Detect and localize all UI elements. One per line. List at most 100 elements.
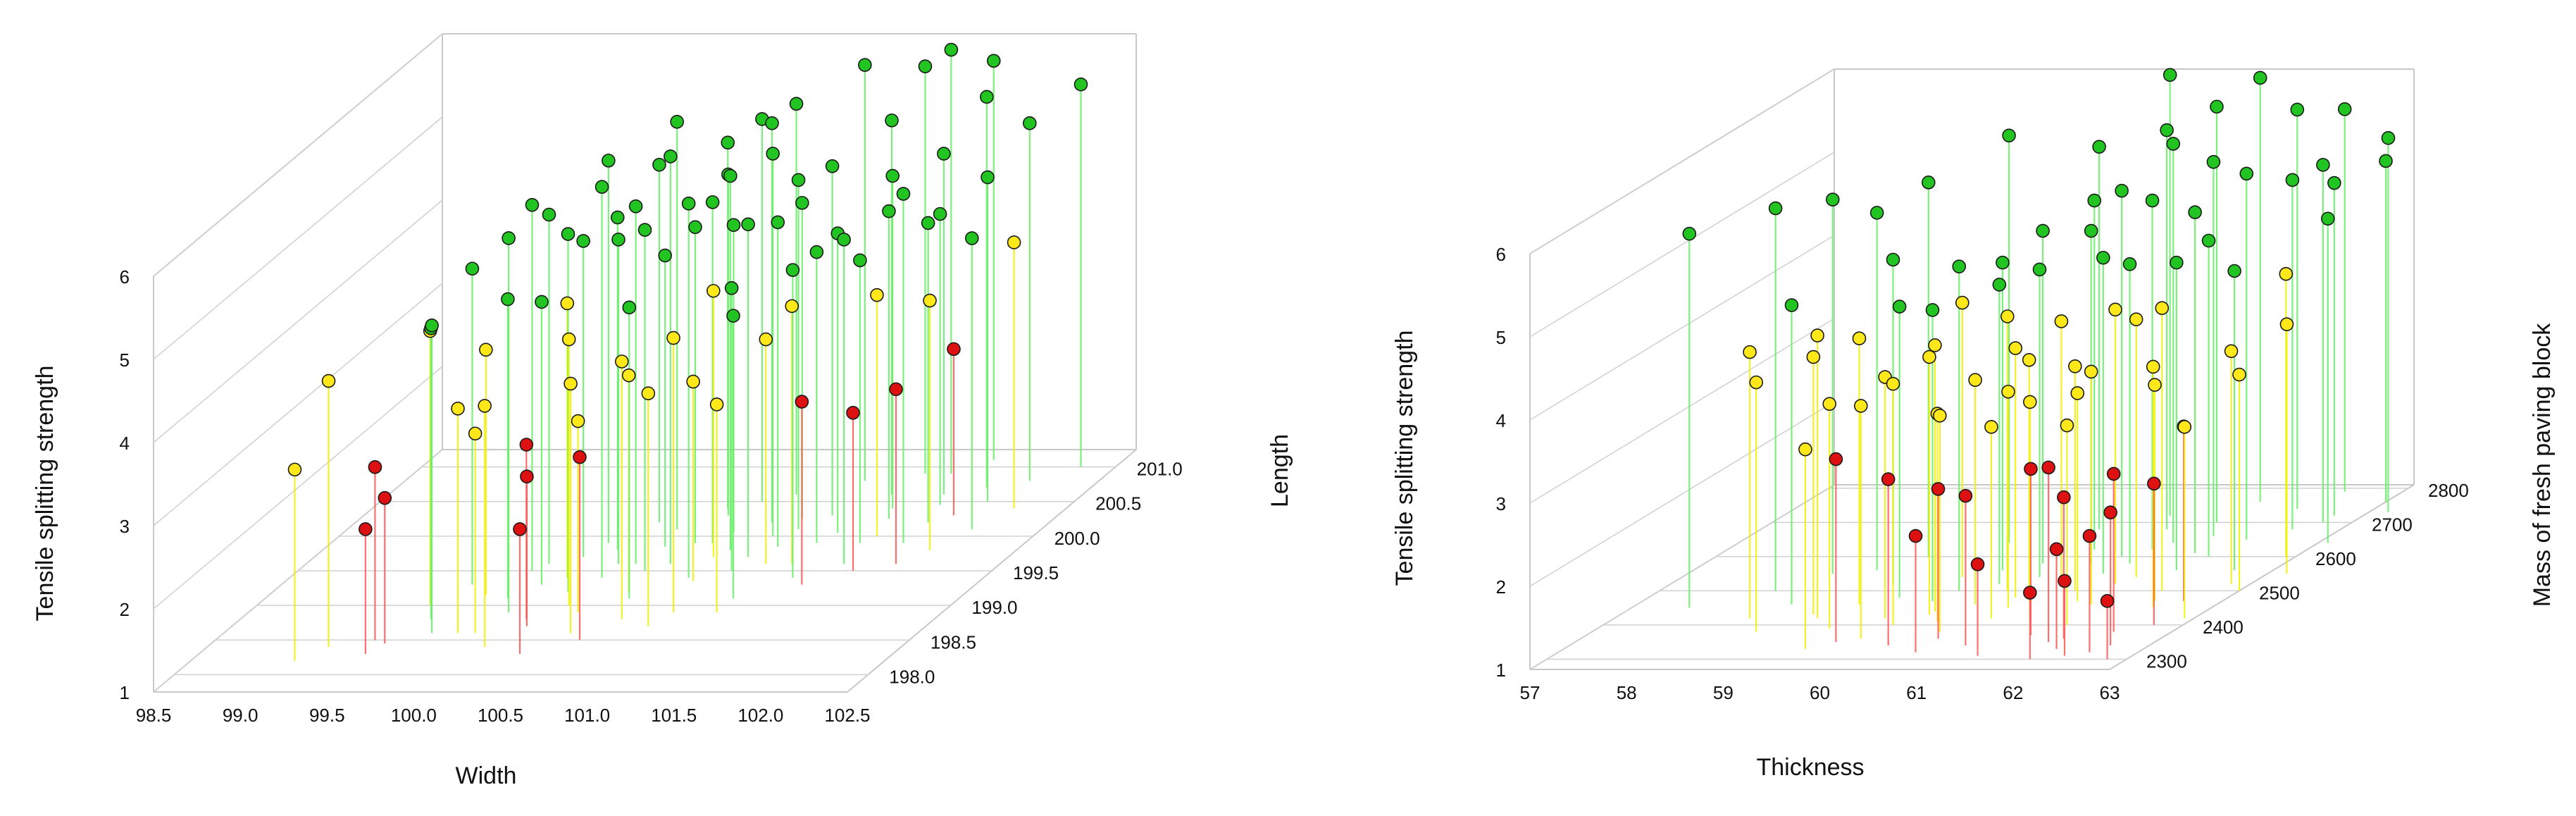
y-tick-label: 2800 bbox=[2428, 480, 2469, 501]
data-point bbox=[1925, 303, 1940, 317]
chart-2-z-ticks: 1 2 3 4 5 6 bbox=[1496, 244, 1506, 681]
data-point bbox=[785, 299, 799, 314]
data-point bbox=[809, 245, 824, 259]
side-grid-line bbox=[153, 116, 443, 360]
data-point bbox=[1852, 331, 1867, 346]
z-tick-label: 2 bbox=[1496, 576, 1506, 598]
data-point bbox=[766, 147, 780, 161]
data-point bbox=[2002, 128, 2016, 143]
x-tick-label: 60 bbox=[1810, 682, 1830, 703]
data-point bbox=[2106, 466, 2121, 481]
y-tick-label: 199.0 bbox=[971, 597, 1017, 618]
data-point bbox=[2082, 528, 2097, 543]
x-tick-label: 102.5 bbox=[824, 705, 870, 726]
data-point bbox=[947, 342, 961, 357]
chart-thickness-mass: 57 58 59 60 61 62 63 230024002500260027002800 … bbox=[1391, 68, 2556, 781]
y-tick-label: 2700 bbox=[2372, 514, 2413, 535]
data-point bbox=[287, 462, 302, 477]
data-point bbox=[846, 405, 860, 420]
data-point bbox=[923, 293, 937, 308]
data-point bbox=[2032, 262, 2047, 277]
data-point bbox=[825, 159, 840, 173]
data-point bbox=[1869, 206, 1884, 220]
data-point bbox=[1908, 528, 1923, 543]
data-point bbox=[853, 253, 867, 268]
chart-2-box bbox=[1529, 68, 2415, 670]
data-point bbox=[981, 170, 995, 185]
data-point bbox=[2146, 359, 2160, 374]
side-grid-line bbox=[1529, 235, 1835, 421]
data-point bbox=[785, 263, 800, 278]
x-tick-label: 61 bbox=[1906, 682, 1927, 703]
x-tick-label: 58 bbox=[1617, 682, 1637, 703]
data-point bbox=[2068, 359, 2082, 373]
data-point bbox=[2129, 312, 2143, 327]
data-point bbox=[688, 220, 702, 235]
y-tick-label: 201.0 bbox=[1137, 459, 1183, 480]
data-point bbox=[726, 218, 741, 233]
data-point bbox=[885, 113, 899, 128]
data-point bbox=[1984, 420, 1998, 434]
data-point bbox=[944, 42, 959, 57]
data-point bbox=[1952, 259, 1967, 274]
data-point bbox=[1928, 338, 1942, 352]
chart-1-x-title: Width bbox=[456, 762, 517, 789]
data-point bbox=[1853, 399, 1868, 413]
data-point bbox=[652, 158, 666, 172]
data-point bbox=[1806, 350, 1821, 364]
z-tick-label: 6 bbox=[1496, 244, 1506, 265]
data-point bbox=[705, 195, 720, 209]
x-tick-label: 57 bbox=[1520, 682, 1541, 703]
chart-2-points bbox=[1682, 68, 2396, 608]
data-point bbox=[628, 199, 643, 214]
chart-1-y-title: Length bbox=[1267, 434, 1293, 507]
data-point bbox=[478, 399, 492, 413]
y-tick-label: 2600 bbox=[2315, 548, 2356, 569]
data-point bbox=[425, 319, 439, 333]
data-point bbox=[1682, 226, 1697, 241]
data-point bbox=[479, 342, 493, 357]
side-grid-line bbox=[1529, 68, 1835, 254]
chart-1-x-ticks: 98.5 99.0 99.5 100.0 100.5 101.0 101.5 102.0 102… bbox=[136, 705, 871, 726]
side-grid-line bbox=[153, 283, 443, 526]
data-point bbox=[2232, 367, 2246, 382]
data-point bbox=[1933, 409, 1947, 423]
z-tick-label: 6 bbox=[120, 266, 130, 288]
data-point bbox=[937, 147, 951, 161]
data-point bbox=[1958, 488, 1973, 503]
data-point bbox=[520, 469, 534, 484]
data-point bbox=[1825, 192, 1840, 206]
data-point bbox=[1784, 298, 1799, 312]
data-point bbox=[2054, 314, 2069, 328]
data-point bbox=[666, 330, 680, 345]
data-point bbox=[670, 115, 684, 129]
data-point bbox=[721, 135, 735, 150]
data-point bbox=[2147, 476, 2161, 491]
data-point bbox=[2148, 378, 2162, 392]
data-point bbox=[2160, 123, 2174, 137]
z-tick-label: 4 bbox=[120, 433, 130, 454]
data-point bbox=[602, 154, 616, 168]
data-point bbox=[535, 295, 549, 309]
data-point bbox=[622, 300, 637, 315]
data-point bbox=[664, 149, 678, 163]
data-point bbox=[621, 368, 636, 383]
data-point bbox=[986, 54, 1001, 68]
data-point bbox=[2092, 140, 2106, 154]
chart-1-points bbox=[287, 42, 1088, 536]
chart-2-y-ticks: 2300 2400 2500 2600 2700 2800 bbox=[2146, 480, 2469, 672]
data-point bbox=[2224, 344, 2239, 359]
data-point bbox=[1743, 345, 1757, 359]
data-point bbox=[1992, 278, 2007, 292]
data-point bbox=[2253, 70, 2267, 85]
data-point bbox=[1886, 376, 1900, 391]
data-point bbox=[2177, 420, 2192, 434]
chart-1-z-title: Tensile splitting strength bbox=[32, 366, 58, 622]
data-point bbox=[1022, 116, 1037, 130]
data-point bbox=[889, 382, 903, 397]
data-point bbox=[2060, 418, 2074, 433]
data-point bbox=[1886, 252, 1900, 267]
data-point bbox=[2327, 175, 2341, 190]
data-point bbox=[709, 397, 724, 412]
data-point bbox=[2201, 233, 2216, 248]
